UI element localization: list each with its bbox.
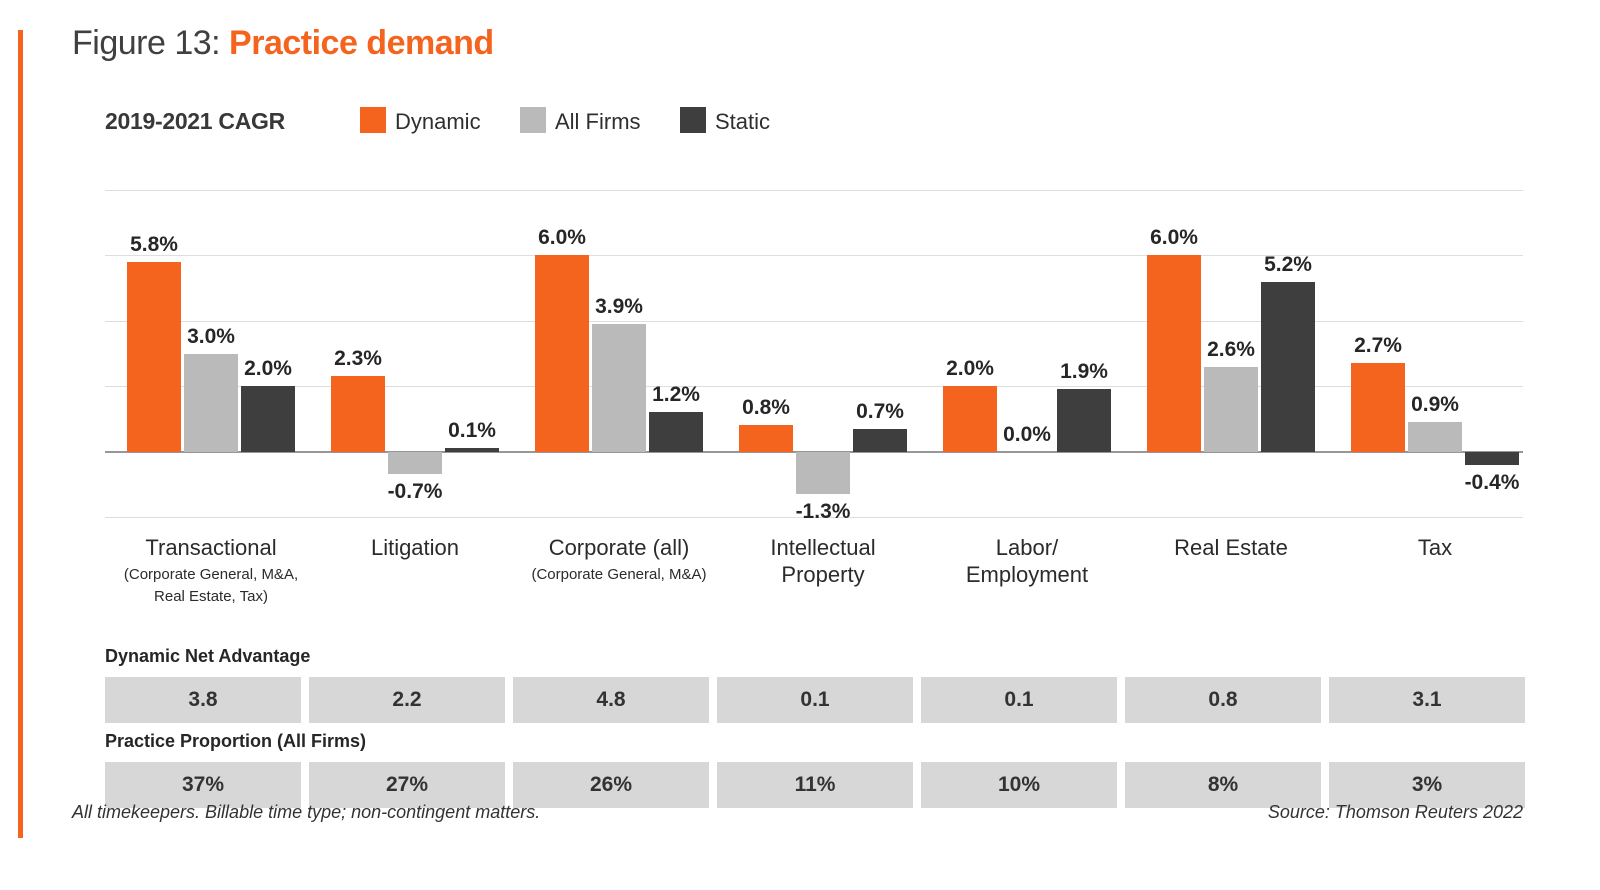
figure-label: Figure 13: bbox=[72, 24, 221, 62]
bar-all-firms-tax bbox=[1408, 422, 1462, 452]
bar-static-real-estate bbox=[1261, 281, 1315, 452]
grid-line bbox=[105, 517, 1523, 518]
bar-all-firms-intellectual-property bbox=[796, 451, 850, 495]
grid-line bbox=[105, 320, 1523, 322]
value-label-all-firms-labor-employment: 0.0% bbox=[1003, 422, 1051, 446]
value-label-all-firms-real-estate: 2.6% bbox=[1207, 337, 1255, 361]
table-cell-dynamic-net-advantage-1: 2.2 bbox=[309, 677, 505, 723]
bar-static-intellectual-property bbox=[853, 428, 907, 452]
legend-label: All Firms bbox=[555, 109, 641, 134]
table-cell-practice-proportion-all-firms-0: 37% bbox=[105, 762, 301, 808]
bar-all-firms-real-estate bbox=[1204, 366, 1258, 452]
value-label-all-firms-litigation: -0.7% bbox=[387, 480, 443, 504]
table-cell-dynamic-net-advantage-6: 3.1 bbox=[1329, 677, 1525, 723]
table-cell-practice-proportion-all-firms-5: 8% bbox=[1125, 762, 1321, 808]
category-label-text: Labor/Employment bbox=[965, 535, 1089, 587]
value-label-dynamic-transactional: 5.8% bbox=[130, 232, 178, 256]
bar-all-firms-litigation bbox=[388, 451, 442, 475]
value-label-static-real-estate: 5.2% bbox=[1264, 252, 1312, 276]
value-label-static-litigation: 0.1% bbox=[448, 419, 496, 443]
bar-all-firms-corporate-all bbox=[592, 324, 646, 452]
table-cell-practice-proportion-all-firms-6: 3% bbox=[1329, 762, 1525, 808]
bar-static-labor-employment bbox=[1057, 389, 1111, 452]
legend-swatch-dynamic bbox=[360, 107, 386, 133]
grid-line bbox=[105, 386, 1523, 388]
table-cell-practice-proportion-all-firms-2: 26% bbox=[513, 762, 709, 808]
table-cell-dynamic-net-advantage-0: 3.8 bbox=[105, 677, 301, 723]
category-label-tax: Tax bbox=[1320, 534, 1550, 561]
category-label-labor-employment: Labor/Employment bbox=[912, 534, 1142, 588]
value-label-static-tax: -0.4% bbox=[1464, 470, 1520, 494]
category-label-real-estate: Real Estate bbox=[1116, 534, 1346, 561]
axis-title: 2019-2021 CAGR bbox=[105, 108, 285, 134]
value-label-static-labor-employment: 1.9% bbox=[1060, 360, 1108, 384]
bar-dynamic-intellectual-property bbox=[739, 425, 793, 452]
table-cell-dynamic-net-advantage-4: 0.1 bbox=[921, 677, 1117, 723]
legend-swatch-all-firms bbox=[520, 107, 546, 133]
value-label-dynamic-tax: 2.7% bbox=[1354, 334, 1402, 358]
value-label-all-firms-intellectual-property: -1.3% bbox=[795, 500, 851, 524]
bar-dynamic-transactional bbox=[127, 261, 181, 452]
category-label-text: Corporate (all) bbox=[548, 535, 690, 560]
footnote: All timekeepers. Billable time type; non… bbox=[72, 802, 541, 822]
value-label-static-transactional: 2.0% bbox=[244, 357, 292, 381]
value-label-dynamic-labor-employment: 2.0% bbox=[946, 357, 994, 381]
source-credit: Source: Thomson Reuters 2022 bbox=[1267, 802, 1523, 822]
category-label-corporate-all: Corporate (all) (Corporate General, M&A) bbox=[504, 534, 734, 586]
bar-dynamic-real-estate bbox=[1147, 255, 1201, 452]
table-cell-practice-proportion-all-firms-1: 27% bbox=[309, 762, 505, 808]
category-label-text: Real Estate bbox=[1174, 535, 1288, 560]
bar-static-transactional bbox=[241, 386, 295, 452]
value-label-all-firms-corporate-all: 3.9% bbox=[595, 295, 643, 319]
table-cell-dynamic-net-advantage-2: 4.8 bbox=[513, 677, 709, 723]
value-label-static-intellectual-property: 0.7% bbox=[856, 399, 904, 423]
value-label-all-firms-tax: 0.9% bbox=[1411, 393, 1459, 417]
legend-label: Dynamic bbox=[395, 109, 481, 134]
value-label-dynamic-intellectual-property: 0.8% bbox=[742, 396, 790, 420]
bar-static-litigation bbox=[445, 448, 499, 452]
bar-dynamic-tax bbox=[1351, 363, 1405, 452]
bar-static-tax bbox=[1465, 451, 1519, 465]
value-label-dynamic-litigation: 2.3% bbox=[334, 347, 382, 371]
table-heading-practice-proportion: Practice Proportion (All Firms) bbox=[105, 731, 367, 751]
bar-dynamic-labor-employment bbox=[943, 386, 997, 452]
category-sublabel-text: (Corporate General, M&A) bbox=[531, 566, 707, 583]
figure-title: Figure 13: Practice demand bbox=[72, 24, 494, 63]
category-label-intellectual-property: Intellectual Property bbox=[708, 534, 938, 588]
bar-all-firms-transactional bbox=[184, 353, 238, 452]
grid-line bbox=[105, 190, 1523, 191]
bar-static-corporate-all bbox=[649, 412, 703, 452]
value-label-dynamic-corporate-all: 6.0% bbox=[538, 226, 586, 250]
legend: 2019-2021 CAGR Dynamic All Firms Static bbox=[105, 106, 1505, 136]
legend-swatch-static bbox=[680, 107, 706, 133]
category-label-text: Transactional bbox=[145, 535, 277, 560]
legend-label: Static bbox=[715, 109, 771, 134]
value-label-dynamic-real-estate: 6.0% bbox=[1150, 226, 1198, 250]
value-label-all-firms-transactional: 3.0% bbox=[187, 324, 235, 348]
category-sublabel-text: (Corporate General, M&A, Real Estate, Tax… bbox=[123, 566, 299, 605]
category-label-litigation: Litigation bbox=[300, 534, 530, 561]
bar-dynamic-litigation bbox=[331, 376, 385, 452]
accent-bar bbox=[18, 30, 23, 838]
category-label-text: Litigation bbox=[370, 535, 460, 560]
category-label-text: Intellectual Property bbox=[770, 535, 876, 587]
figure-name: Practice demand bbox=[229, 24, 494, 62]
bar-dynamic-corporate-all bbox=[535, 255, 589, 452]
grid-line bbox=[105, 255, 1523, 257]
table-cell-dynamic-net-advantage-3: 0.1 bbox=[717, 677, 913, 723]
table-heading-net-advantage: Dynamic Net Advantage bbox=[105, 646, 311, 666]
value-label-static-corporate-all: 1.2% bbox=[652, 383, 700, 407]
table-cell-dynamic-net-advantage-5: 0.8 bbox=[1125, 677, 1321, 723]
table-cell-practice-proportion-all-firms-3: 11% bbox=[717, 762, 913, 808]
table-cell-practice-proportion-all-firms-4: 10% bbox=[921, 762, 1117, 808]
bar-chart: 5.8% 2.3% 6.0% 0.8% 2.0% 6.0% 2.7% 3.0% -0.7% 3.9… bbox=[105, 190, 1523, 523]
category-label-text: Tax bbox=[1417, 535, 1453, 560]
category-label-transactional: Transactional (Corporate General, M&A, Rea… bbox=[96, 534, 326, 608]
